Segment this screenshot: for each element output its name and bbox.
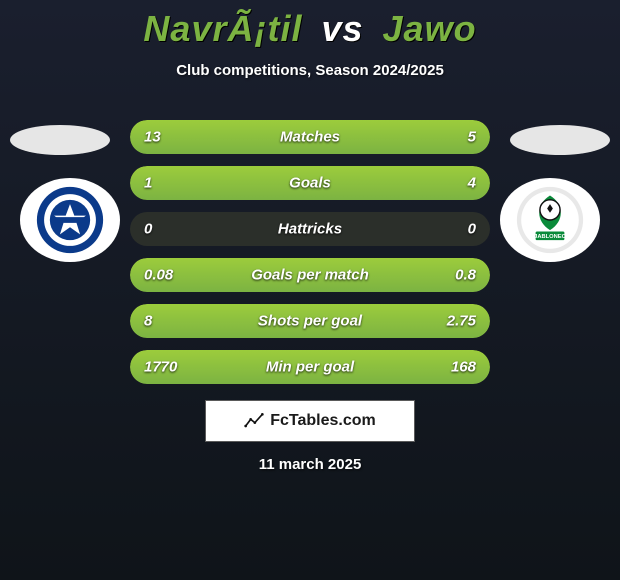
svg-text:JABLONEC: JABLONEC [534, 234, 566, 240]
stat-value-right: 0.8 [455, 267, 476, 284]
player1-photo-placeholder [10, 125, 110, 155]
stat-value-left: 0.08 [144, 267, 173, 284]
stat-value-right: 168 [451, 359, 476, 376]
bar-fill-left [130, 120, 389, 154]
player2-name: Jawo [383, 8, 477, 49]
source-badge[interactable]: FcTables.com [205, 400, 415, 442]
vs-label: vs [321, 8, 363, 49]
team2-logo: JABLONEC [500, 178, 600, 262]
player2-photo-placeholder [510, 125, 610, 155]
stat-value-left: 13 [144, 129, 161, 146]
stat-label: Hattricks [130, 221, 490, 238]
date-label: 11 march 2025 [0, 456, 620, 473]
stat-value-left: 0 [144, 221, 152, 238]
subtitle: Club competitions, Season 2024/2025 [0, 62, 620, 79]
stat-value-right: 0 [468, 221, 476, 238]
stat-row: 0 0Hattricks [130, 212, 490, 246]
stat-row: 1770168Min per goal [130, 350, 490, 384]
stat-value-right: 5 [468, 129, 476, 146]
bar-fill-right [202, 166, 490, 200]
chart-icon [244, 411, 264, 431]
page-title: NavrÃ¡til vs Jawo [0, 0, 620, 50]
player1-name: NavrÃ¡til [143, 8, 302, 49]
team1-logo [20, 178, 120, 262]
stat-value-left: 8 [144, 313, 152, 330]
stat-value-left: 1770 [144, 359, 177, 376]
stat-value-left: 1 [144, 175, 152, 192]
comparison-card: NavrÃ¡til vs Jawo Club competitions, Sea… [0, 0, 620, 580]
stat-row: 135Matches [130, 120, 490, 154]
team1-logo-svg [26, 184, 114, 256]
stat-row: 0.080.8Goals per match [130, 258, 490, 292]
bar-fill-left [130, 304, 396, 338]
bar-fill-left [130, 166, 202, 200]
stat-row: 82.75Shots per goal [130, 304, 490, 338]
team2-logo-svg: JABLONEC [506, 184, 594, 256]
stat-value-right: 2.75 [447, 313, 476, 330]
stat-row: 14Goals [130, 166, 490, 200]
comparison-bars: 135Matches14Goals00Hattricks0.080.8Goals… [130, 120, 490, 396]
stat-value-right: 4 [468, 175, 476, 192]
bar-fill-left [130, 350, 458, 384]
bar-fill-right [162, 258, 490, 292]
source-text: FcTables.com [270, 412, 376, 430]
